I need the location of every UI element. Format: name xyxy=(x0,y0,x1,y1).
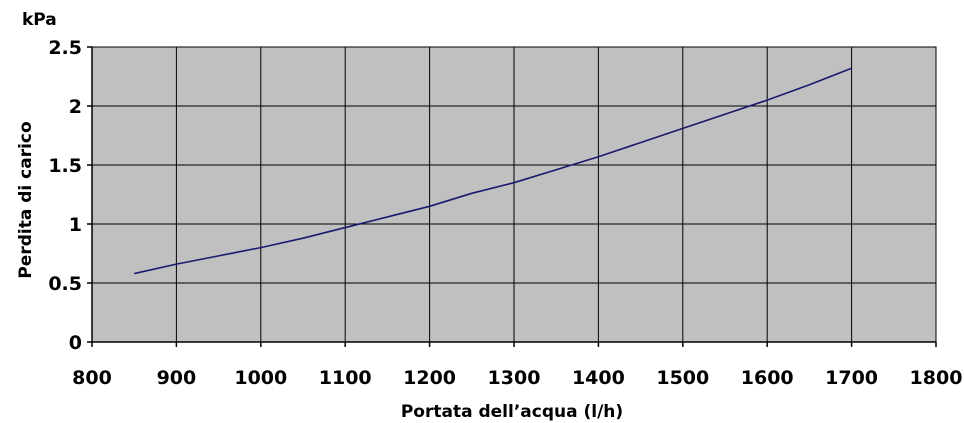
y-axis-title: Perdita di carico xyxy=(16,121,36,278)
x-tick-label: 800 xyxy=(72,367,112,389)
y-tick-label: 1.5 xyxy=(48,155,82,177)
y-tick-label: 1 xyxy=(69,214,82,236)
x-tick-label: 1800 xyxy=(910,367,963,389)
x-tick-label: 1500 xyxy=(656,367,709,389)
x-tick-label: 1700 xyxy=(825,367,878,389)
y-unit-label: kPa xyxy=(22,10,57,30)
y-tick-label: 0 xyxy=(69,332,82,354)
x-tick-label: 1000 xyxy=(234,367,287,389)
x-tick-label: 1400 xyxy=(572,367,625,389)
x-tick-label: 1300 xyxy=(488,367,541,389)
x-tick-label: 1200 xyxy=(403,367,456,389)
y-tick-label: 2 xyxy=(69,96,82,118)
x-tick-label: 1600 xyxy=(741,367,794,389)
y-tick-label: 2.5 xyxy=(48,37,82,59)
x-tick-label: 1100 xyxy=(319,367,372,389)
x-tick-label: 900 xyxy=(157,367,197,389)
y-tick-label: 0.5 xyxy=(48,273,82,295)
x-axis-title: Portata dell’acqua (l/h) xyxy=(401,402,623,422)
